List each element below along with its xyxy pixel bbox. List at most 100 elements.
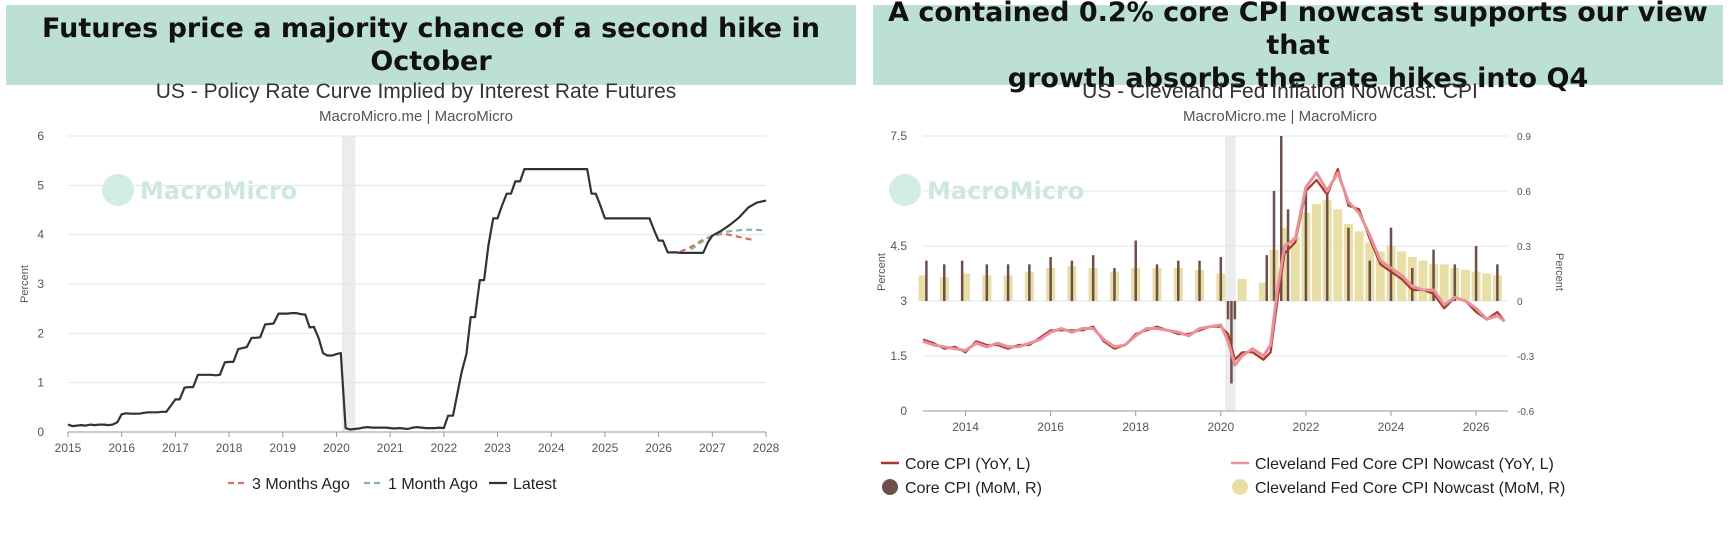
y-left-tick-label: 0 xyxy=(900,404,907,418)
series-bar-3 xyxy=(1347,227,1350,301)
series-bar-3 xyxy=(1432,249,1435,301)
series-bar-3 xyxy=(1134,240,1137,301)
series-bar-4 xyxy=(1333,209,1343,301)
series-bar-3 xyxy=(1368,260,1371,301)
y-tick-label: 1 xyxy=(37,376,44,390)
y-tick-label: 3 xyxy=(37,277,44,291)
left-banner-text: Futures price a majority chance of a sec… xyxy=(42,13,820,77)
x-tick-label: 2020 xyxy=(1207,420,1234,434)
series-bar-3 xyxy=(1049,257,1052,301)
series-bar-4 xyxy=(918,275,928,301)
series-bar-3 xyxy=(1113,268,1116,301)
series-bar-3 xyxy=(1028,264,1031,301)
y-right-tick-label: 0 xyxy=(1517,297,1523,308)
y-axis-label: Percent xyxy=(19,265,31,303)
watermark-logo-icon xyxy=(889,174,921,206)
y-left-axis-label: Percent xyxy=(876,253,888,291)
series-bar-3 xyxy=(1177,260,1180,301)
legend-label: Core CPI (MoM, R) xyxy=(905,480,1042,497)
series-line-2 xyxy=(922,171,1506,367)
series-bar-4 xyxy=(961,273,971,301)
series-bar-3 xyxy=(985,264,989,301)
series-bar-3 xyxy=(943,264,946,301)
x-tick-label: 2015 xyxy=(55,441,82,455)
x-tick-label: 2019 xyxy=(269,441,296,455)
series-bar-3 xyxy=(1265,255,1269,301)
x-tick-label: 2017 xyxy=(162,441,189,455)
left-panel: Futures price a majority chance of a sec… xyxy=(6,0,856,546)
legend-swatch xyxy=(882,479,898,495)
series-bar-3 xyxy=(1286,209,1290,301)
series-bar-3 xyxy=(1474,246,1478,301)
legend-label: 3 Months Ago xyxy=(252,476,350,493)
watermark-text: MacroMicro xyxy=(140,177,297,205)
series-bar-3 xyxy=(1279,136,1283,301)
y-right-tick-label: -0.3 xyxy=(1517,352,1535,363)
right-panel: A contained 0.2% core CPI nowcast suppor… xyxy=(873,0,1723,546)
legend-label: Cleveland Fed Core CPI Nowcast (YoY, L) xyxy=(1255,456,1554,473)
watermark-logo-icon xyxy=(102,174,134,206)
right-banner-text: A contained 0.2% core CPI nowcast suppor… xyxy=(888,0,1708,94)
y-tick-label: 2 xyxy=(37,326,44,340)
x-tick-label: 2026 xyxy=(1463,420,1490,434)
y-tick-label: 6 xyxy=(37,129,44,143)
x-tick-label: 2016 xyxy=(108,441,135,455)
y-tick-label: 5 xyxy=(37,178,44,192)
x-tick-label: 2018 xyxy=(1122,420,1149,434)
series-bar-3 xyxy=(1325,187,1329,301)
series-bar-3 xyxy=(1219,257,1223,301)
legend-swatch xyxy=(1232,479,1248,495)
left-chart: US - Policy Rate Curve Implied by Intere… xyxy=(19,80,780,493)
series-line-2 xyxy=(690,228,767,251)
series-bar-4 xyxy=(1258,282,1268,301)
y-right-tick-label: 0.3 xyxy=(1517,242,1531,253)
legend-label: Core CPI (YoY, L) xyxy=(905,456,1030,473)
recession-shade xyxy=(1225,136,1236,411)
series-bar-4 xyxy=(1290,236,1300,301)
series-bar-3 xyxy=(1226,301,1230,320)
series-bar-4 xyxy=(1375,251,1385,301)
legend-label: 1 Month Ago xyxy=(388,476,478,493)
y-left-tick-label: 7.5 xyxy=(890,129,907,143)
series-bar-3 xyxy=(1230,301,1233,384)
y-right-tick-label: -0.6 xyxy=(1517,407,1535,418)
legend-label: Latest xyxy=(513,476,557,493)
watermark-text: MacroMicro xyxy=(927,177,1084,205)
series-bar-3 xyxy=(1272,191,1276,301)
x-tick-label: 2024 xyxy=(538,441,565,455)
y-right-axis-label: Percent xyxy=(1553,253,1565,291)
series-bar-3 xyxy=(1453,264,1457,301)
series-bar-3 xyxy=(1155,264,1159,301)
x-tick-label: 2023 xyxy=(484,441,511,455)
y-right-tick-label: 0.9 xyxy=(1517,132,1531,143)
y-tick-label: 0 xyxy=(37,425,44,439)
series-bar-4 xyxy=(1460,269,1470,301)
x-tick-label: 2026 xyxy=(645,441,672,455)
y-left-tick-label: 3 xyxy=(900,294,907,308)
series-bar-3 xyxy=(1496,264,1499,301)
y-right-tick-label: 0.6 xyxy=(1517,187,1531,198)
series-bar-4 xyxy=(1312,203,1322,301)
series-bar-4 xyxy=(1418,260,1428,301)
x-tick-label: 2022 xyxy=(430,441,457,455)
chart-subtitle: MacroMicro.me | MacroMicro xyxy=(1183,108,1377,125)
x-tick-label: 2021 xyxy=(377,441,404,455)
series-bar-4 xyxy=(1354,231,1364,301)
series-bar-3 xyxy=(1389,227,1393,301)
series-bar-3 xyxy=(1304,191,1308,301)
series-bar-4 xyxy=(1439,264,1449,301)
y-left-tick-label: 1.5 xyxy=(890,349,907,363)
x-tick-label: 2022 xyxy=(1293,420,1320,434)
series-bar-3 xyxy=(1233,301,1237,320)
series-bar-3 xyxy=(1198,260,1201,301)
series-line-3 xyxy=(67,168,767,431)
series-bar-3 xyxy=(1070,260,1074,301)
right-chart: US - Cleveland Fed Inflation Nowcast: CP… xyxy=(876,80,1565,497)
left-banner: Futures price a majority chance of a sec… xyxy=(6,5,856,85)
series-bar-4 xyxy=(1482,273,1492,301)
series-bar-3 xyxy=(960,260,964,301)
x-tick-label: 2020 xyxy=(323,441,350,455)
series-bar-4 xyxy=(1280,227,1290,301)
series-bar-3 xyxy=(1091,255,1095,301)
chart-title: US - Policy Rate Curve Implied by Intere… xyxy=(156,80,677,103)
